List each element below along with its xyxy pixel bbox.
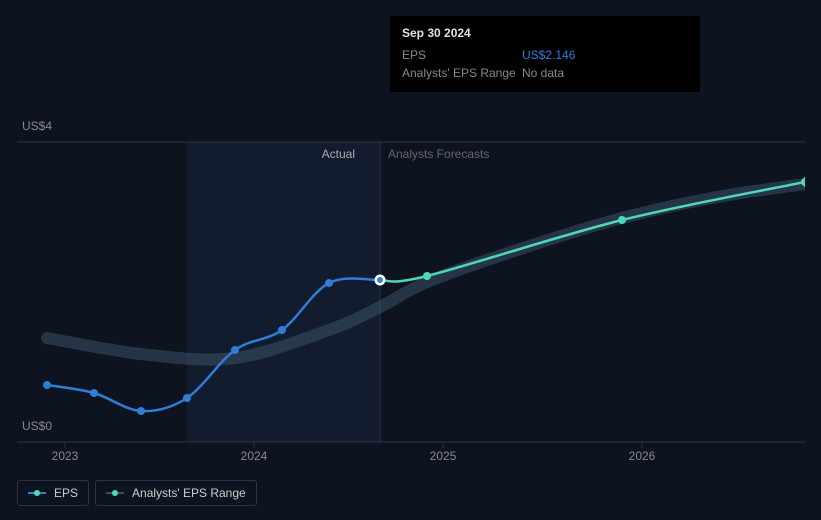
- y-axis-label: US$4: [22, 119, 52, 133]
- x-axis-label: 2026: [629, 449, 656, 463]
- tooltip-row-value: US$2.146: [522, 48, 575, 62]
- tooltip-row: Analysts' EPS RangeNo data: [402, 64, 688, 82]
- tooltip-row-label: Analysts' EPS Range: [402, 66, 522, 80]
- legend-marker-eps: [28, 489, 46, 497]
- chart-tooltip: Sep 30 2024 EPSUS$2.146Analysts' EPS Ran…: [390, 16, 700, 92]
- region-label-forecast: Analysts Forecasts: [388, 147, 489, 161]
- legend-label: EPS: [54, 486, 78, 500]
- chart-legend: EPS Analysts' EPS Range: [17, 480, 257, 506]
- legend-label: Analysts' EPS Range: [132, 486, 246, 500]
- tooltip-date: Sep 30 2024: [402, 26, 688, 40]
- y-axis-label: US$0: [22, 419, 52, 433]
- x-axis-label: 2025: [430, 449, 457, 463]
- x-axis-label: 2024: [241, 449, 268, 463]
- legend-item-eps[interactable]: EPS: [17, 480, 89, 506]
- x-axis-label: 2023: [52, 449, 79, 463]
- tooltip-row-label: EPS: [402, 48, 522, 62]
- tooltip-row-value: No data: [522, 66, 564, 80]
- legend-item-range[interactable]: Analysts' EPS Range: [95, 480, 257, 506]
- legend-marker-range: [106, 489, 124, 497]
- region-label-actual: Actual: [322, 147, 355, 161]
- tooltip-row: EPSUS$2.146: [402, 46, 688, 64]
